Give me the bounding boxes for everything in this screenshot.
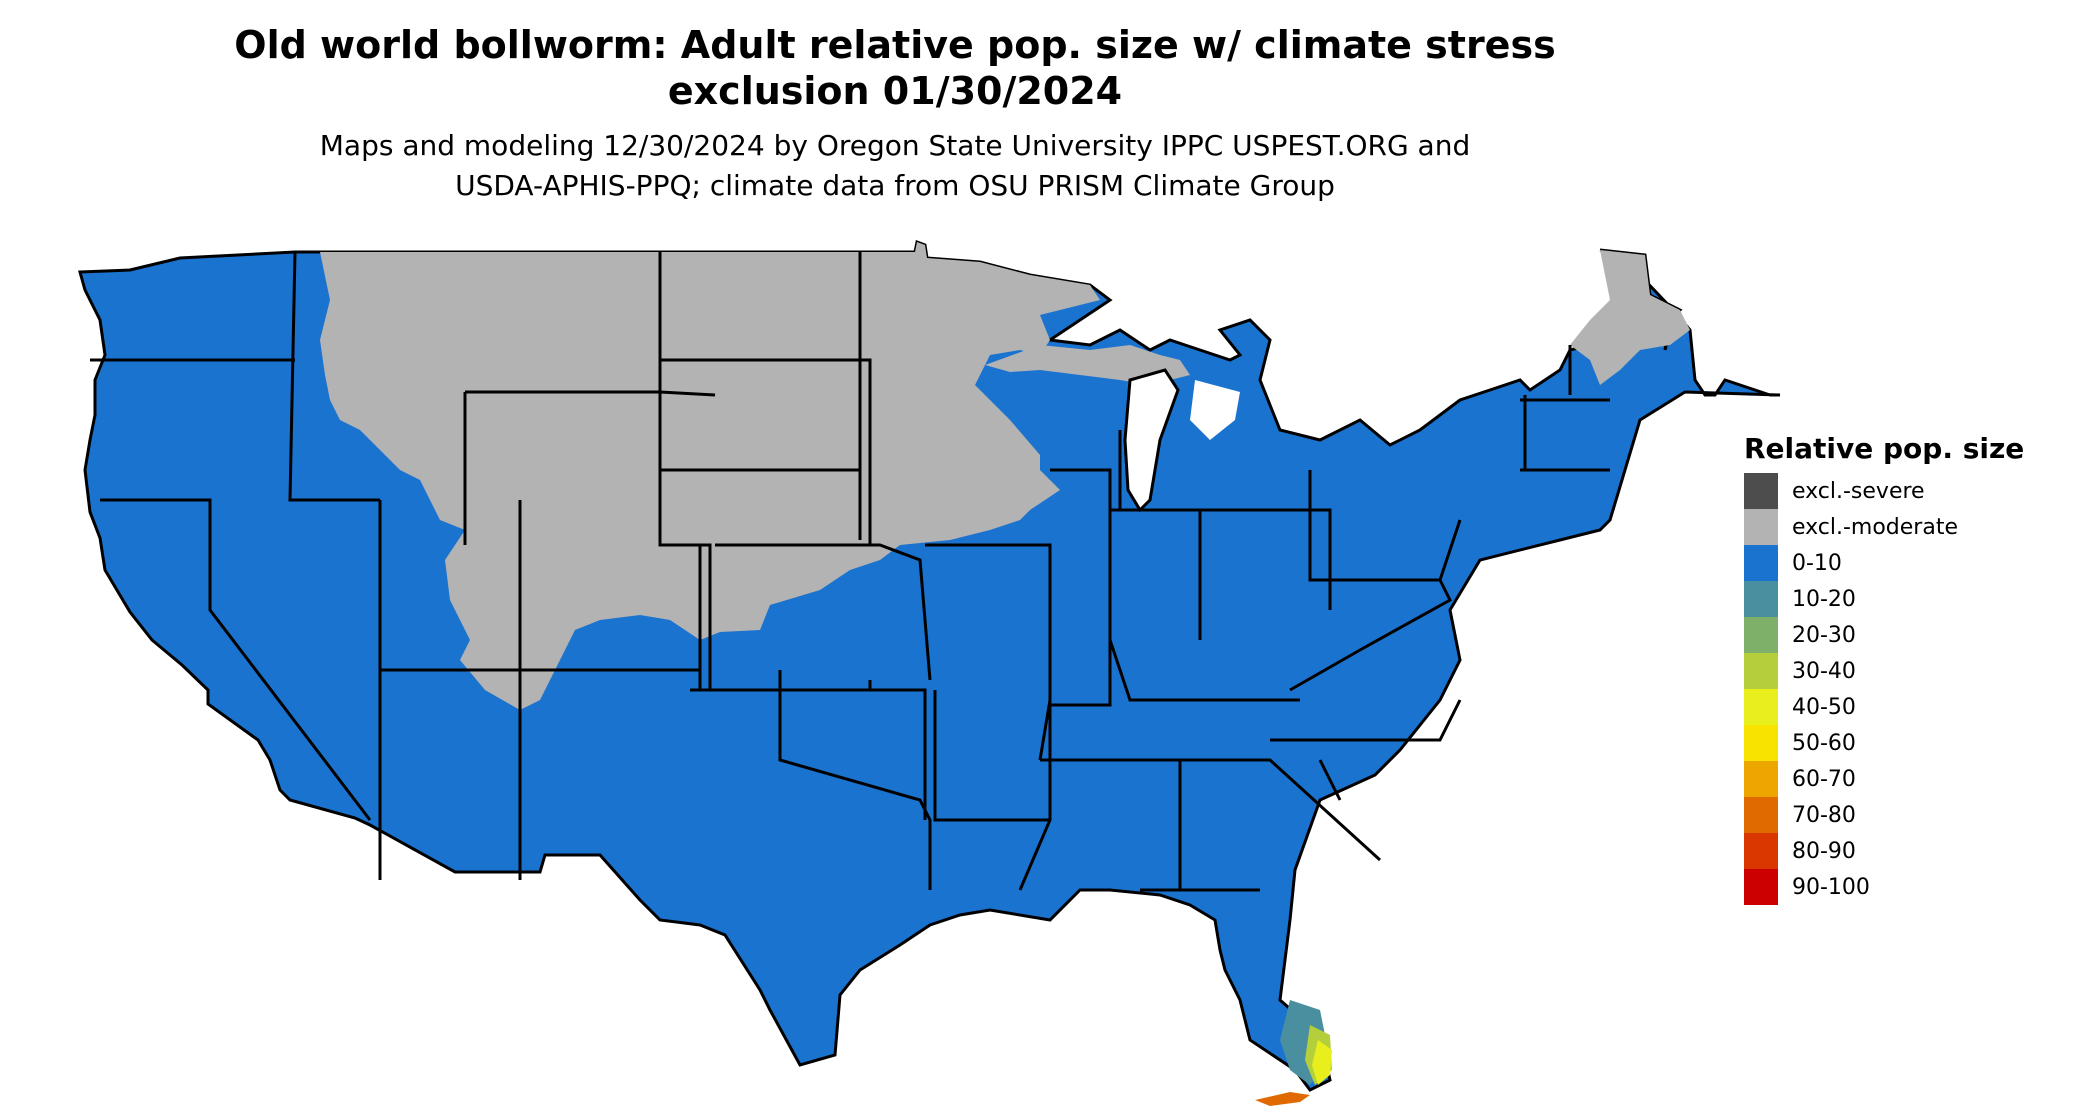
legend-swatch: [1744, 509, 1778, 545]
legend-swatch: [1744, 869, 1778, 905]
legend-item: 20-30: [1744, 617, 2024, 653]
florida-keys-70-80: [1255, 1092, 1310, 1106]
title-line-2: exclusion 01/30/2024: [667, 69, 1123, 113]
legend-label: excl.-severe: [1792, 478, 1925, 504]
legend-item: 40-50: [1744, 689, 2024, 725]
legend-item: 0-10: [1744, 545, 2024, 581]
legend-swatch: [1744, 653, 1778, 689]
legend-swatch: [1744, 473, 1778, 509]
legend-swatch: [1744, 833, 1778, 869]
legend-label: 30-40: [1792, 658, 1856, 684]
legend-label: 40-50: [1792, 694, 1856, 720]
subtitle-line-1: Maps and modeling 12/30/2024 by Oregon S…: [319, 129, 1471, 162]
legend-item: 10-20: [1744, 581, 2024, 617]
legend-item: 70-80: [1744, 797, 2024, 833]
legend-item: 80-90: [1744, 833, 2024, 869]
legend-item: 60-70: [1744, 761, 2024, 797]
florida-hotspot-40-50: [1312, 1040, 1332, 1085]
map-legend: Relative pop. size excl.-severe excl.-mod…: [1744, 432, 2024, 905]
legend-label: 70-80: [1792, 802, 1856, 828]
excluded-region-upper-michigan: [985, 345, 1190, 385]
legend-swatch: [1744, 689, 1778, 725]
legend-item: 90-100: [1744, 869, 2024, 905]
legend-label: 10-20: [1792, 586, 1856, 612]
title-line-1: Old world bollworm: Adult relative pop. …: [234, 23, 1556, 67]
legend-item: excl.-severe: [1744, 473, 2024, 509]
lake-huron: [1190, 380, 1240, 440]
excluded-region-northeast: [1570, 250, 1690, 385]
map-title: Old world bollworm: Adult relative pop. …: [0, 22, 1790, 114]
legend-swatch: [1744, 725, 1778, 761]
legend-swatch: [1744, 545, 1778, 581]
legend-label: 20-30: [1792, 622, 1856, 648]
legend-title: Relative pop. size: [1744, 432, 2025, 465]
legend-label: 80-90: [1792, 838, 1856, 864]
excluded-region-north-central: [320, 242, 1100, 710]
legend-item: 50-60: [1744, 725, 2024, 761]
legend-swatch: [1744, 617, 1778, 653]
legend-item: 30-40: [1744, 653, 2024, 689]
lake-michigan: [1123, 368, 1180, 513]
legend-label: 0-10: [1792, 550, 1842, 576]
legend-swatch: [1744, 797, 1778, 833]
legend-label: 90-100: [1792, 874, 1870, 900]
legend-swatch: [1744, 761, 1778, 797]
legend-item: excl.-moderate: [1744, 509, 2024, 545]
subtitle-line-2: USDA-APHIS-PPQ; climate data from OSU PR…: [455, 169, 1335, 202]
legend-label: 60-70: [1792, 766, 1856, 792]
legend-label: 50-60: [1792, 730, 1856, 756]
map-subtitle: Maps and modeling 12/30/2024 by Oregon S…: [0, 126, 1790, 206]
legend-items: excl.-severe excl.-moderate 0-10 10-20 20-30…: [1744, 473, 2024, 905]
legend-swatch: [1744, 581, 1778, 617]
legend-label: excl.-moderate: [1792, 514, 1958, 540]
